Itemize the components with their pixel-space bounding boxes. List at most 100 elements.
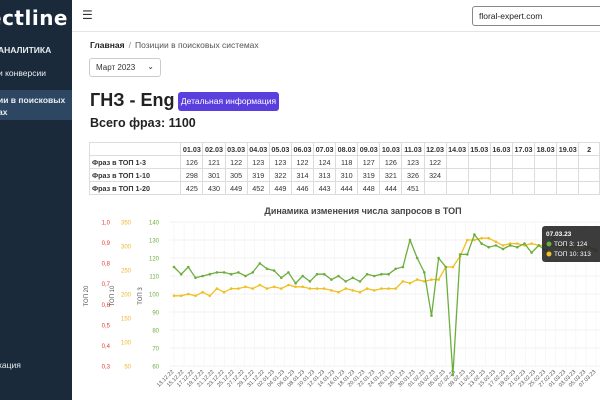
table-cell: 301 xyxy=(202,168,226,182)
data-point xyxy=(315,272,319,276)
sidebar-item-analytics[interactable]: АНАЛИТИКА xyxy=(0,45,52,55)
data-point xyxy=(187,265,190,269)
table-cell: 449 xyxy=(224,181,248,195)
table-cell xyxy=(467,155,491,169)
table-cell xyxy=(534,181,558,195)
data-point xyxy=(330,289,333,292)
data-point xyxy=(272,285,276,289)
sidebar-item-search-positions[interactable]: ии в поисковых xyxy=(0,95,66,105)
data-point xyxy=(365,272,369,276)
data-point xyxy=(344,280,348,283)
data-point xyxy=(315,287,319,290)
y-tick-label: 0,9 xyxy=(102,241,111,247)
total-phrases: Всего фраз: 1100 xyxy=(90,116,196,130)
detail-info-button[interactable]: Детальная информация xyxy=(178,92,279,111)
data-point xyxy=(458,253,462,256)
table-cell xyxy=(489,155,513,169)
data-point xyxy=(451,265,455,269)
data-point xyxy=(194,276,197,280)
table-cell xyxy=(445,155,469,169)
data-point xyxy=(244,285,247,289)
y-tick-label: 130 xyxy=(149,239,160,245)
table-cell: 313 xyxy=(313,168,337,182)
table-row: Фраз в ТОП 1-3 126 121 122 123 123 122 124 118 12… xyxy=(88,155,600,169)
page-title: ГНЗ - Eng xyxy=(90,90,175,110)
data-point xyxy=(365,287,369,290)
data-point xyxy=(373,274,376,278)
date-header-cell: 11.03 xyxy=(401,142,425,156)
data-point xyxy=(229,287,233,290)
breadcrumb: Главная / Позиции в поисковых системах xyxy=(90,40,259,50)
data-point xyxy=(466,238,469,242)
y-tick-label: 70 xyxy=(152,347,159,353)
data-point xyxy=(373,289,376,292)
data-point xyxy=(322,287,326,290)
domain-search-input[interactable] xyxy=(472,6,600,26)
data-point xyxy=(415,256,419,260)
table-cell: 121 xyxy=(202,155,226,169)
y-tick-label: 80 xyxy=(152,329,159,335)
y-tick-label: 200 xyxy=(121,293,132,299)
data-point xyxy=(280,287,283,290)
row-label: Фраз в ТОП 1-20 xyxy=(88,181,182,195)
top-dynamics-chart: Динамика изменения числа запросов в ТОП 1… xyxy=(84,206,600,389)
data-point xyxy=(237,287,240,290)
table-cell xyxy=(556,181,580,195)
table-cell xyxy=(467,168,491,182)
sidebar-item-bottom[interactable]: кация xyxy=(0,360,21,370)
data-point xyxy=(337,274,340,278)
data-point xyxy=(480,236,483,240)
tooltip-marker xyxy=(546,251,552,257)
date-header-cell: 19.03 xyxy=(556,142,580,156)
table-cell: 446 xyxy=(290,181,315,195)
chart-tooltip xyxy=(542,226,600,262)
tooltip-date: 07.03.23 xyxy=(546,231,572,238)
data-point xyxy=(229,272,233,276)
table-cell xyxy=(423,181,447,195)
data-point xyxy=(487,245,491,249)
row-label: Фраз в ТОП 1-10 xyxy=(88,168,182,182)
sidebar-item-search-positions-cont: ах xyxy=(0,107,8,117)
table-cell: 451 xyxy=(401,181,425,195)
month-select[interactable]: Март 2023 ⌄ xyxy=(89,58,161,77)
date-header-cell: 15.03 xyxy=(467,142,491,156)
tooltip-line: ТОП 10: 313 xyxy=(554,251,591,258)
y-tick-label: 100 xyxy=(121,341,132,347)
data-point xyxy=(265,267,269,271)
data-point xyxy=(344,287,348,290)
table-cell: 310 xyxy=(335,168,359,182)
data-point xyxy=(172,294,176,298)
table-cell xyxy=(534,155,558,169)
series-line-top3 xyxy=(173,233,597,376)
date-header-cell: 03.03 xyxy=(224,142,248,156)
data-point xyxy=(201,274,204,278)
data-point xyxy=(380,272,383,276)
table-cell: 122 xyxy=(224,155,248,169)
table-cell: 452 xyxy=(246,181,270,195)
positions-table: 01.03 02.03 03.03 04.03 05.03 06.03 07.03 08.03… xyxy=(88,142,600,195)
chart-title: Динамика изменения числа запросов в ТОП xyxy=(264,206,461,216)
breadcrumb-home-link[interactable]: Главная xyxy=(90,40,125,50)
table-cell: 127 xyxy=(357,155,381,169)
data-point xyxy=(294,281,297,285)
data-point xyxy=(194,294,197,298)
y-tick-label: 300 xyxy=(121,245,132,251)
date-header-cell: 01.03 xyxy=(180,142,204,156)
y-tick-label: 350 xyxy=(121,221,132,227)
data-point xyxy=(387,287,390,290)
data-point xyxy=(294,285,297,289)
data-point xyxy=(358,290,362,294)
table-cell: 322 xyxy=(268,168,292,182)
data-point xyxy=(473,238,476,242)
sidebar-item-conversions[interactable]: и конверсии xyxy=(0,68,46,78)
data-point xyxy=(265,287,269,290)
y-tick-label: 100 xyxy=(149,293,160,299)
table-cell: 430 xyxy=(202,181,226,195)
hamburger-menu-icon[interactable]: ☰ xyxy=(82,8,93,22)
date-header-cell: 16.03 xyxy=(489,142,513,156)
data-point xyxy=(494,244,498,247)
date-header-cell: 10.03 xyxy=(379,142,403,156)
table-cell: 444 xyxy=(379,181,403,195)
data-point xyxy=(473,233,476,236)
data-point xyxy=(537,244,541,247)
